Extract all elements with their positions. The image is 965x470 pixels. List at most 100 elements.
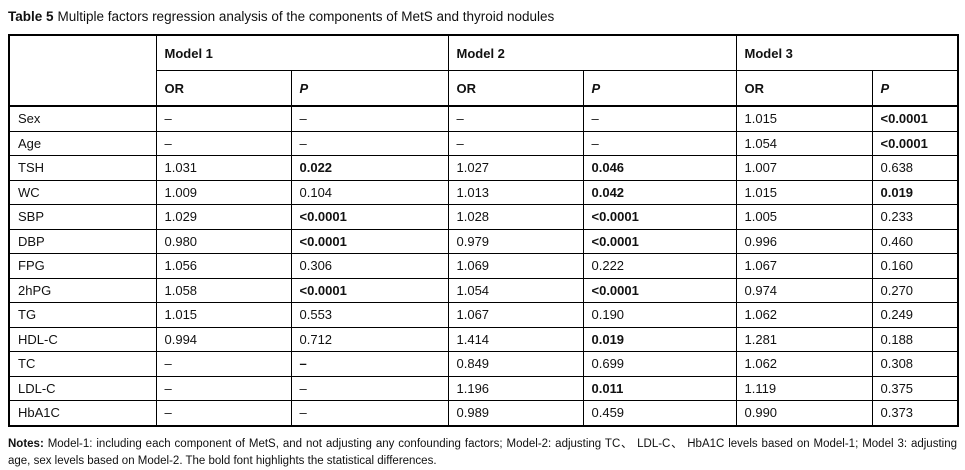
cell-m3-or: 1.005 bbox=[735, 204, 873, 230]
cell-m2-or: 0.849 bbox=[447, 351, 584, 377]
cell-m1-p: – bbox=[290, 105, 449, 132]
cell-m2-p: 0.699 bbox=[582, 351, 737, 377]
cell-m3-or: 0.996 bbox=[735, 228, 873, 254]
cell-m2-or: – bbox=[447, 130, 584, 156]
table-row: HbA1C – –0.989 0.459 0.990 0.373 bbox=[8, 400, 959, 426]
cell-m2-p: 0.019 bbox=[582, 326, 737, 352]
cell-m3-or: 0.974 bbox=[735, 277, 873, 303]
notes: Notes: Model-1: including each component… bbox=[8, 436, 957, 470]
row-label: 2hPG bbox=[8, 277, 157, 303]
cell-m1-p: <0.0001 bbox=[290, 204, 449, 230]
table-row: WC 1.009 0.104 1.013 0.042 1.015 0.019 bbox=[8, 179, 959, 205]
cell-m3-p: <0.0001 bbox=[871, 130, 959, 156]
cell-m2-p: – bbox=[582, 105, 737, 132]
table-row: FPG 1.056 0.306 1.069 0.222 1.067 0.160 bbox=[8, 253, 959, 279]
cell-m1-p: <0.0001 bbox=[290, 228, 449, 254]
row-label: FPG bbox=[8, 253, 157, 279]
row-label: Sex bbox=[8, 105, 157, 132]
table-row: SBP 1.029 <0.0001 1.028 <0.0001 1.005 0.233 bbox=[8, 204, 959, 230]
cell-m2-or: 1.067 bbox=[447, 302, 584, 328]
cell-m1-p: 0.104 bbox=[290, 179, 449, 205]
cell-m1-or: 1.015 bbox=[155, 302, 292, 328]
cell-m3-p: 0.249 bbox=[871, 302, 959, 328]
subheader-row: OR P OR P OR P bbox=[9, 70, 959, 107]
table-row: HDL-C 0.994 0.712 1.414 0.019 1.281 0.188 bbox=[8, 326, 959, 352]
table-row: DBP 0.980 <0.0001 0.979 <0.0001 0.996 0.460 bbox=[8, 228, 959, 254]
cell-m2-or: 1.069 bbox=[447, 253, 584, 279]
cell-m3-or: 1.281 bbox=[735, 326, 873, 352]
cell-m2-or: 0.989 bbox=[447, 400, 584, 426]
cell-m1-p: – bbox=[290, 400, 449, 426]
cell-m3-p: <0.0001 bbox=[871, 105, 959, 132]
notes-label: Notes: bbox=[8, 437, 44, 450]
table-row: TC – –0.849 0.699 1.062 0.308 bbox=[8, 351, 959, 377]
cell-m2-or: 1.013 bbox=[447, 179, 584, 205]
model2-p-header: P bbox=[582, 70, 737, 107]
cell-m1-p: 0.553 bbox=[290, 302, 449, 328]
cell-m1-p: – bbox=[290, 375, 449, 401]
table-title-text: Multiple factors regression analysis of … bbox=[57, 9, 555, 24]
row-label: TG bbox=[8, 302, 157, 328]
cell-m2-p: – bbox=[582, 130, 737, 156]
row-label: WC bbox=[8, 179, 157, 205]
cell-m3-p: 0.019 bbox=[871, 179, 959, 205]
cell-m1-or: – bbox=[155, 351, 292, 377]
cell-m3-or: 1.062 bbox=[735, 351, 873, 377]
cell-m1-p: – bbox=[290, 351, 449, 377]
cell-m1-p: 0.306 bbox=[290, 253, 449, 279]
cell-m1-p: – bbox=[290, 130, 449, 156]
cell-m1-p: 0.022 bbox=[290, 155, 449, 181]
row-label: DBP bbox=[8, 228, 157, 254]
table-row: Sex – – – –1.015 <0.0001 bbox=[8, 105, 959, 132]
table-row: 2hPG 1.058 <0.0001 1.054 <0.0001 0.974 0.270 bbox=[8, 277, 959, 303]
cell-m3-or: 1.007 bbox=[735, 155, 873, 181]
cell-m2-or: 1.028 bbox=[447, 204, 584, 230]
cell-m3-or: 0.990 bbox=[735, 400, 873, 426]
table-row: LDL-C – –1.196 0.011 1.119 0.375 bbox=[8, 375, 959, 401]
cell-m3-p: 0.270 bbox=[871, 277, 959, 303]
cell-m2-or: 1.054 bbox=[447, 277, 584, 303]
cell-m1-or: 1.031 bbox=[155, 155, 292, 181]
row-label: Age bbox=[8, 130, 157, 156]
cell-m3-p: 0.375 bbox=[871, 375, 959, 401]
table-title-label: Table 5 bbox=[8, 9, 54, 24]
cell-m3-or: 1.015 bbox=[735, 105, 873, 132]
table-title: Table 5 Multiple factors regression analy… bbox=[8, 8, 957, 26]
notes-text: Model-1: including each component of Met… bbox=[8, 437, 957, 467]
cell-m3-p: 0.160 bbox=[871, 253, 959, 279]
cell-m3-p: 0.188 bbox=[871, 326, 959, 352]
cell-m2-p: 0.190 bbox=[582, 302, 737, 328]
cell-m3-or: 1.015 bbox=[735, 179, 873, 205]
cell-m3-or: 1.119 bbox=[735, 375, 873, 401]
cell-m1-p: 0.712 bbox=[290, 326, 449, 352]
cell-m1-or: – bbox=[155, 105, 292, 132]
cell-m3-p: 0.308 bbox=[871, 351, 959, 377]
cell-m1-or: 1.058 bbox=[155, 277, 292, 303]
cell-m3-p: 0.638 bbox=[871, 155, 959, 181]
cell-m1-or: 1.056 bbox=[155, 253, 292, 279]
cell-m3-p: 0.373 bbox=[871, 400, 959, 426]
cell-m3-or: 1.067 bbox=[735, 253, 873, 279]
cell-m2-p: <0.0001 bbox=[582, 228, 737, 254]
row-label: TSH bbox=[8, 155, 157, 181]
row-label: LDL-C bbox=[8, 375, 157, 401]
table-row: TG 1.015 0.553 1.067 0.190 1.062 0.249 bbox=[8, 302, 959, 328]
cell-m2-p: 0.042 bbox=[582, 179, 737, 205]
table-row: TSH 1.031 0.022 1.027 0.046 1.007 0.638 bbox=[8, 155, 959, 181]
table-row: Age – – – –1.054 <0.0001 bbox=[8, 130, 959, 156]
cell-m1-or: 0.994 bbox=[155, 326, 292, 352]
corner-cell bbox=[8, 34, 157, 107]
model3-header: Model 3 bbox=[735, 34, 959, 71]
cell-m3-or: 1.062 bbox=[735, 302, 873, 328]
cell-m3-p: 0.460 bbox=[871, 228, 959, 254]
model1-p-header: P bbox=[290, 70, 449, 107]
cell-m2-or: 0.979 bbox=[447, 228, 584, 254]
model3-p-header: P bbox=[871, 70, 959, 107]
cell-m2-p: 0.459 bbox=[582, 400, 737, 426]
row-label: HbA1C bbox=[8, 400, 157, 426]
cell-m3-or: 1.054 bbox=[735, 130, 873, 156]
model3-or-header: OR bbox=[735, 70, 873, 107]
cell-m1-or: – bbox=[155, 400, 292, 426]
model2-header: Model 2 bbox=[447, 34, 737, 71]
